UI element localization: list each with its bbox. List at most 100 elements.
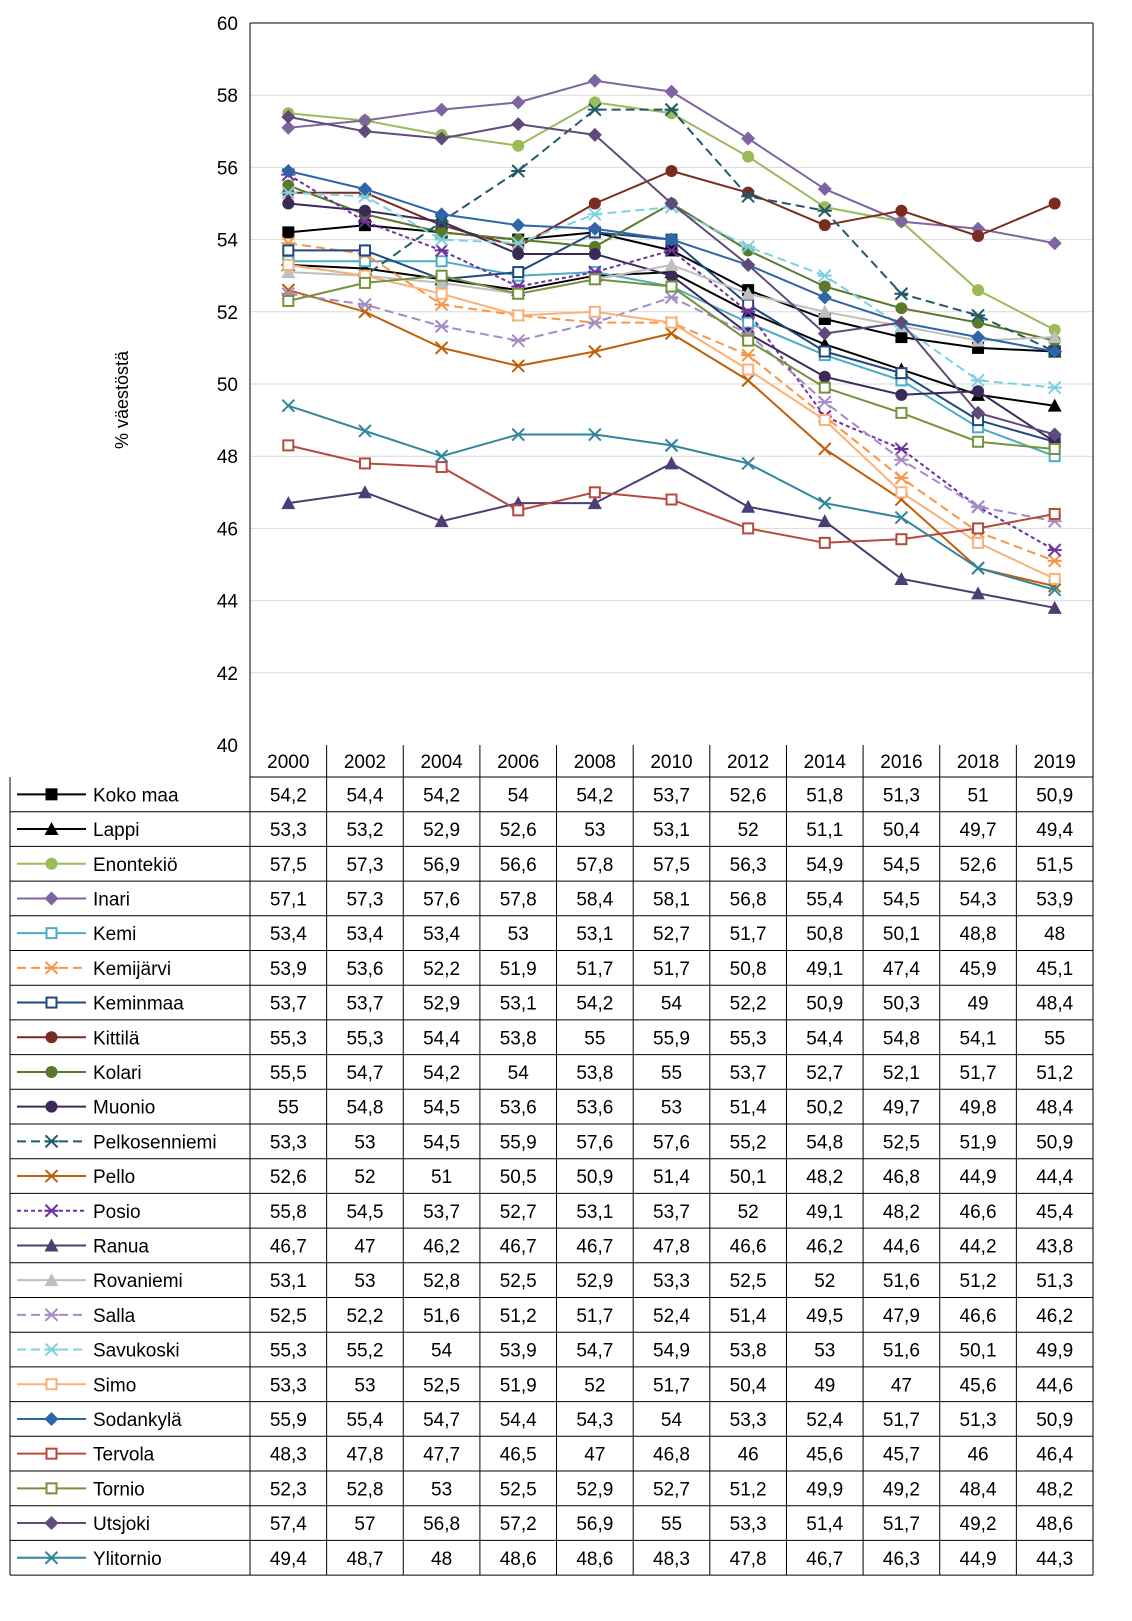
data-value: 50,9 — [1036, 1410, 1073, 1431]
data-point — [818, 381, 831, 394]
data-point — [895, 388, 908, 401]
legend-key-marker — [44, 1516, 59, 1531]
data-point — [587, 127, 602, 142]
data-point — [588, 427, 602, 442]
data-value: 53 — [354, 1132, 375, 1153]
data-value: 53,1 — [576, 1202, 613, 1223]
series-name: Kemijärvi — [93, 959, 171, 980]
table-row: Savukoski 55,3 55,2 54 53,9 54,7 54,9 53,8 53 51,… — [10, 1341, 1093, 1368]
data-value: 55,9 — [500, 1132, 537, 1153]
data-value: 54,8 — [346, 1098, 383, 1119]
y-tick-label: 40 — [217, 736, 238, 757]
data-point — [511, 117, 526, 132]
data-value: 49,1 — [806, 1202, 843, 1223]
data-value: 48,6 — [500, 1549, 537, 1570]
data-value: 53,3 — [730, 1514, 767, 1535]
data-value: 54 — [508, 785, 530, 806]
data-point — [281, 120, 296, 135]
marker-stroke — [281, 398, 296, 413]
data-point — [741, 499, 756, 513]
data-value: 46,5 — [500, 1445, 537, 1466]
data-point — [511, 333, 526, 348]
data-point — [1047, 427, 1062, 442]
data-point — [664, 438, 679, 453]
data-point — [588, 248, 601, 261]
data-point — [894, 287, 909, 301]
data-value: 52,2 — [730, 994, 767, 1015]
data-value: 52 — [354, 1167, 375, 1188]
data-value: 58,4 — [576, 889, 613, 910]
data-point — [435, 269, 448, 282]
data-point — [971, 308, 986, 323]
data-value: 57,5 — [270, 855, 307, 876]
series-10 — [282, 197, 1061, 448]
data-value: 57,5 — [653, 855, 690, 876]
data-point — [741, 240, 756, 254]
marker-stroke — [511, 359, 525, 373]
data-value: 52,8 — [423, 1271, 460, 1292]
series-name: Inari — [93, 889, 130, 910]
x-category-label: 2014 — [804, 752, 847, 773]
data-value: 52,8 — [346, 1479, 383, 1500]
data-point — [817, 395, 832, 409]
y-tick-label: 58 — [217, 86, 238, 107]
series-name: Salla — [93, 1306, 136, 1327]
data-point — [357, 189, 372, 203]
data-value: 53 — [431, 1479, 452, 1500]
data-point — [1047, 380, 1062, 395]
data-value: 46,6 — [960, 1306, 997, 1327]
data-point — [895, 302, 908, 315]
data-value: 56,9 — [423, 855, 460, 876]
data-value: 54,5 — [423, 1098, 460, 1119]
data-value: 51,3 — [1036, 1271, 1073, 1292]
data-point — [358, 457, 371, 470]
data-value: 53,1 — [653, 820, 690, 841]
data-point — [434, 102, 449, 117]
legend-key-marker — [44, 1273, 59, 1287]
series-name: Posio — [93, 1202, 141, 1223]
data-point — [818, 496, 832, 510]
data-value: 54,7 — [423, 1410, 460, 1431]
data-value: 55 — [584, 1028, 605, 1049]
series-name: Simo — [93, 1375, 136, 1396]
data-value: 50,1 — [960, 1341, 997, 1362]
legend-key-marker — [44, 961, 59, 975]
data-value: 51,6 — [883, 1271, 920, 1292]
data-point — [587, 315, 602, 330]
marker-stroke — [818, 442, 832, 456]
x-category-label: 2008 — [574, 752, 616, 773]
data-value: 46,8 — [653, 1445, 690, 1466]
data-value: 52,7 — [653, 924, 690, 945]
legend-key-marker — [45, 1447, 58, 1460]
data-point — [511, 359, 525, 373]
series-name: Pelkosenniemi — [93, 1132, 217, 1153]
data-value: 49,2 — [883, 1479, 920, 1500]
data-value: 54,3 — [960, 889, 997, 910]
data-value: 54,2 — [423, 785, 460, 806]
table-row: Salla 52,5 52,2 51,6 51,2 51,7 52,4 51,4 49,5 47,… — [10, 1306, 1093, 1333]
data-value: 53 — [508, 924, 529, 945]
data-point — [741, 348, 756, 362]
data-value: 53,3 — [730, 1410, 767, 1431]
data-value: 52,5 — [423, 1375, 460, 1396]
data-value: 45,9 — [960, 959, 997, 980]
data-point — [281, 164, 296, 179]
data-point — [664, 456, 679, 470]
data-value: 45,1 — [1036, 959, 1073, 980]
series-name: Rovaniemi — [93, 1271, 183, 1292]
data-value: 47,4 — [883, 959, 920, 980]
legend-key-marker — [45, 1482, 58, 1495]
data-value: 53,4 — [346, 924, 383, 945]
series-18 — [282, 258, 1061, 585]
data-point — [511, 218, 526, 233]
data-value: 54,2 — [270, 785, 307, 806]
marker-stroke — [664, 438, 679, 453]
data-point — [281, 265, 296, 279]
data-value: 49,4 — [1036, 820, 1073, 841]
data-point — [817, 204, 832, 218]
series-name: Koko maa — [93, 785, 179, 806]
data-point — [1047, 600, 1062, 614]
data-value: 51,7 — [960, 1063, 997, 1084]
legend-key-marker — [44, 1238, 59, 1252]
data-value: 51,8 — [806, 785, 843, 806]
